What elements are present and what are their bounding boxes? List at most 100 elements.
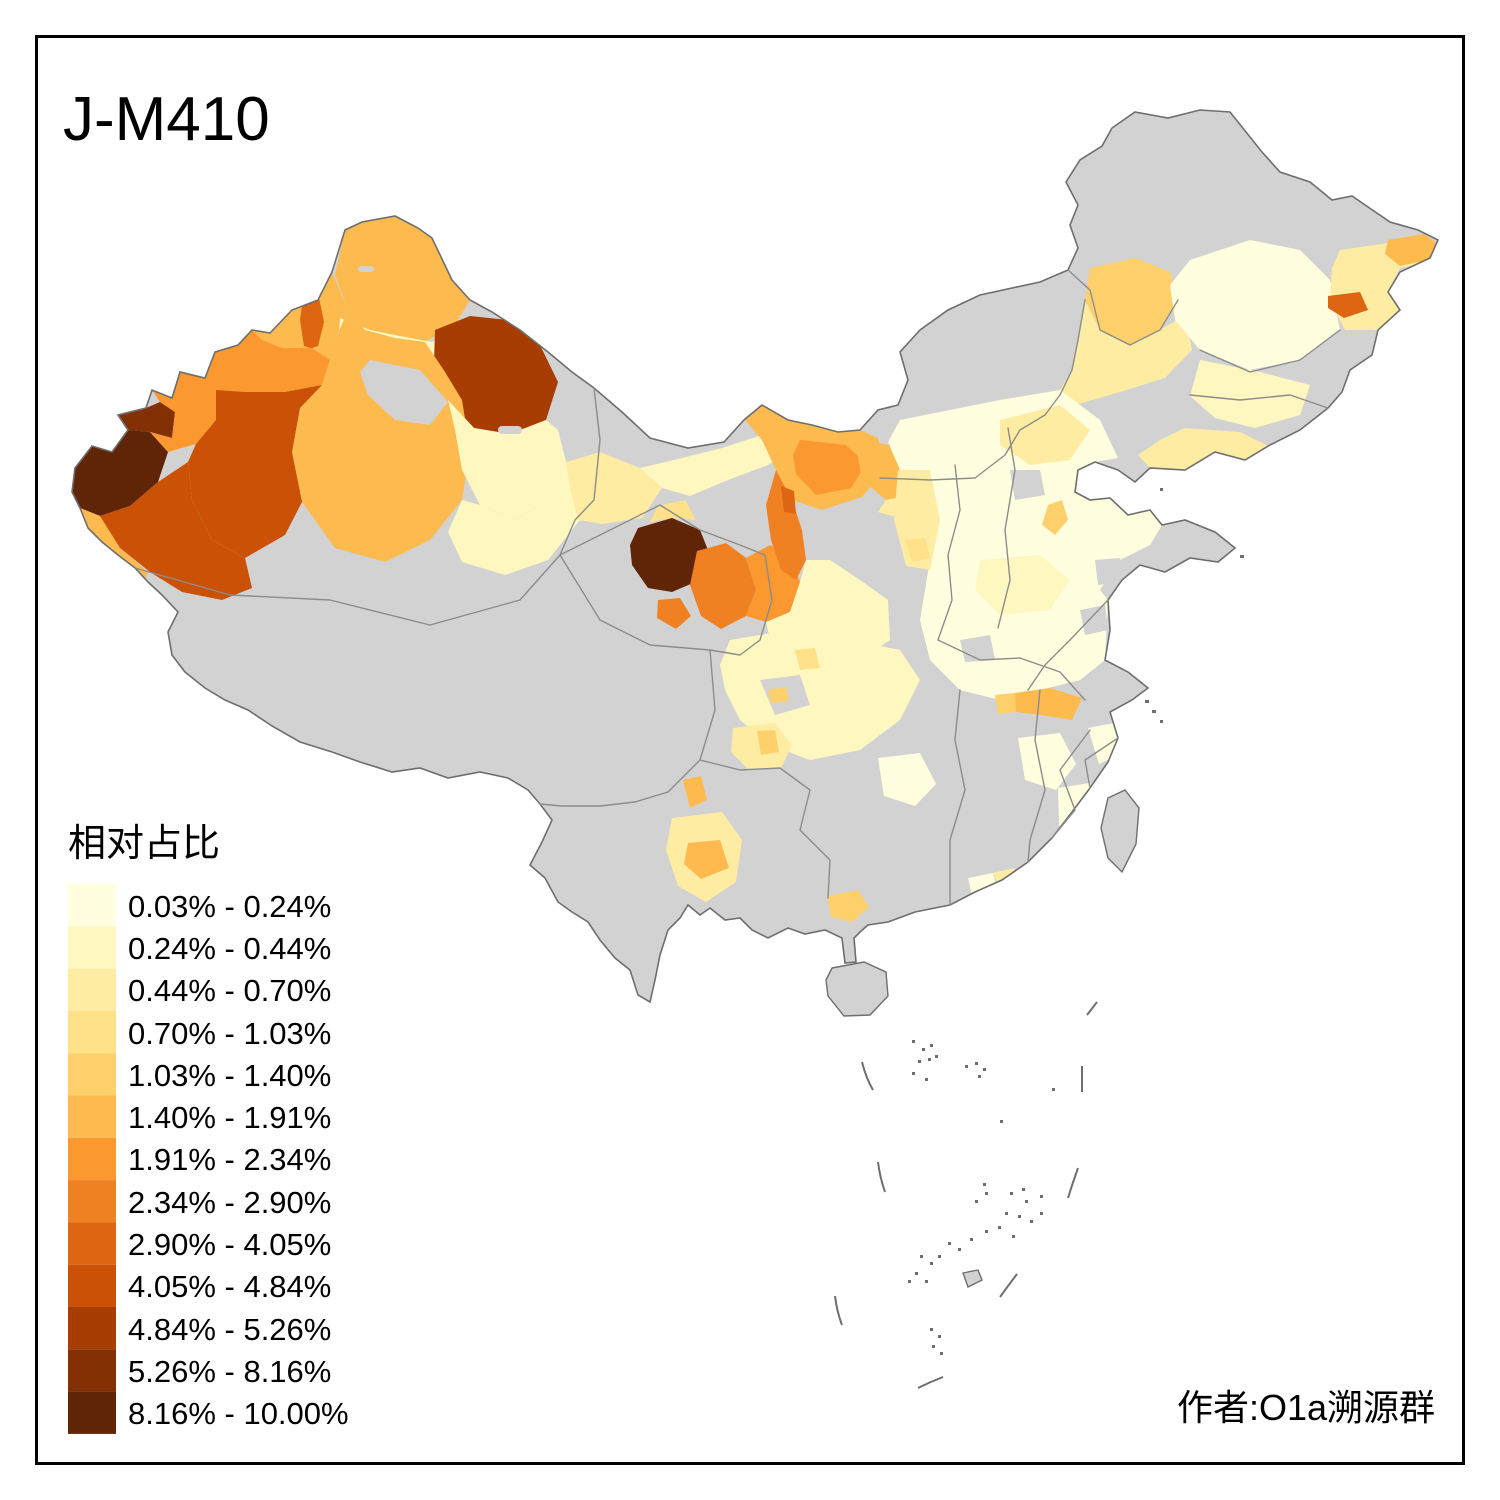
legend-swatch-10 xyxy=(68,1307,116,1350)
region-chengdu-spot xyxy=(768,687,789,703)
islands xyxy=(825,488,1244,1288)
islet xyxy=(1040,1195,1043,1198)
region-hebei-north xyxy=(1000,405,1090,465)
island-zhoushan2 xyxy=(1152,710,1156,713)
legend: 相对占比 0.03% - 0.24% 0.24% - 0.44% 0.44% -… xyxy=(68,823,349,1434)
border-tibet-east xyxy=(539,649,716,807)
island-bohai-speck xyxy=(1160,488,1163,491)
legend-swatch-4 xyxy=(68,1053,116,1096)
region-hami xyxy=(434,316,558,434)
legend-swatch-9 xyxy=(68,1264,116,1307)
region-korla-east-pale xyxy=(448,400,566,520)
region-liaoning-pale xyxy=(1138,428,1268,470)
island-shandong-speck xyxy=(1240,555,1244,558)
border-qinghai-north xyxy=(559,504,766,556)
dash-4 xyxy=(877,1161,886,1193)
dash-7 xyxy=(999,1273,1018,1298)
region-hunan-pale xyxy=(878,753,936,806)
islet xyxy=(930,1262,933,1265)
legend-label-2: 0.44% - 0.70% xyxy=(128,973,331,1008)
region-dunhuang-pale xyxy=(566,452,662,524)
dash-5 xyxy=(1067,1167,1079,1199)
islet xyxy=(948,1242,951,1245)
legend-swatch-8 xyxy=(68,1222,116,1265)
islet xyxy=(1018,1215,1021,1218)
region-qinghai-dark xyxy=(630,518,710,592)
islet xyxy=(1005,1212,1008,1215)
islet xyxy=(1052,1088,1055,1091)
islet xyxy=(930,1328,933,1331)
region-artux-dark xyxy=(118,402,175,438)
islet xyxy=(978,1075,981,1078)
legend-label-9: 4.05% - 4.84% xyxy=(128,1269,331,1304)
border-hunan-west xyxy=(949,689,966,906)
border-shanxi-east xyxy=(997,427,1016,629)
region-gray-patch-jiangsu xyxy=(1080,605,1108,635)
region-gray-patch-xuzhou xyxy=(1095,558,1122,585)
nine-dash-line xyxy=(834,1001,1098,1389)
island-scs-gray xyxy=(962,1269,983,1288)
islet xyxy=(912,1040,915,1043)
legend-label-8: 2.90% - 4.05% xyxy=(128,1227,331,1262)
islet xyxy=(1012,1235,1015,1238)
lake-ulungur xyxy=(358,266,374,272)
region-guangxi-spot xyxy=(827,890,869,922)
island-taiwan xyxy=(1100,789,1140,874)
border-hunan-east xyxy=(1027,689,1046,863)
legend-swatch-11 xyxy=(68,1349,116,1392)
province-borders xyxy=(134,269,1341,906)
islet xyxy=(970,1238,973,1241)
islet xyxy=(1025,1200,1028,1203)
region-hotan xyxy=(100,462,252,600)
region-gansu-corridor xyxy=(640,428,798,496)
region-ningxia xyxy=(766,470,806,580)
region-jilin-pale xyxy=(1190,360,1310,428)
region-shaanxi-band xyxy=(894,470,940,570)
region-chifeng-surround xyxy=(1045,300,1192,415)
islet xyxy=(985,1192,988,1195)
islet xyxy=(965,1065,968,1068)
legend-label-1: 0.24% - 0.44% xyxy=(128,931,331,966)
islet xyxy=(1040,1212,1043,1215)
legend-swatch-12 xyxy=(68,1391,116,1434)
islet xyxy=(940,1352,943,1355)
islet xyxy=(928,1058,931,1061)
border-qinghai-south xyxy=(559,554,711,651)
legend-label-4: 1.03% - 1.40% xyxy=(128,1058,331,1093)
border-jiangxi-east xyxy=(1051,729,1091,839)
region-ne-tip-orange xyxy=(1385,234,1438,266)
islet xyxy=(938,1255,941,1258)
region-qinghai-sub xyxy=(657,598,691,629)
legend-swatch-1 xyxy=(68,926,116,969)
region-kunming-inner xyxy=(684,840,729,879)
islet xyxy=(1022,1188,1025,1191)
islet xyxy=(1000,1120,1003,1123)
lake-bosten xyxy=(498,426,522,434)
region-alxa-inner xyxy=(793,440,866,495)
region-aksu xyxy=(188,385,322,558)
region-ningxia-bright xyxy=(781,486,796,514)
legend-label-6: 1.91% - 2.34% xyxy=(128,1142,331,1177)
region-shandong-west-spot xyxy=(1042,500,1068,535)
dash-2 xyxy=(861,1061,874,1091)
border-qinghai-east xyxy=(709,554,773,656)
border-jilin-liaoning xyxy=(1189,394,1329,409)
legend-label-5: 1.40% - 1.91% xyxy=(128,1100,331,1135)
islet xyxy=(985,1230,988,1233)
border-qinling xyxy=(937,639,1086,701)
legend-swatch-5 xyxy=(68,1095,116,1138)
islet xyxy=(1010,1192,1013,1195)
region-ili xyxy=(205,330,330,392)
border-southwest xyxy=(699,759,831,899)
legend-label-3: 0.70% - 1.03% xyxy=(128,1016,331,1051)
region-turpan-gray xyxy=(360,360,448,425)
islet xyxy=(958,1248,961,1251)
islet xyxy=(908,1280,911,1283)
dash-6 xyxy=(834,1295,843,1326)
region-fujian-pale xyxy=(1058,783,1101,836)
border-im-heilongjiang xyxy=(1067,269,1179,346)
region-gray-patch-shanxi xyxy=(1010,470,1045,500)
island-zhoushan1 xyxy=(1145,700,1149,703)
legend-swatch-0 xyxy=(68,884,116,927)
